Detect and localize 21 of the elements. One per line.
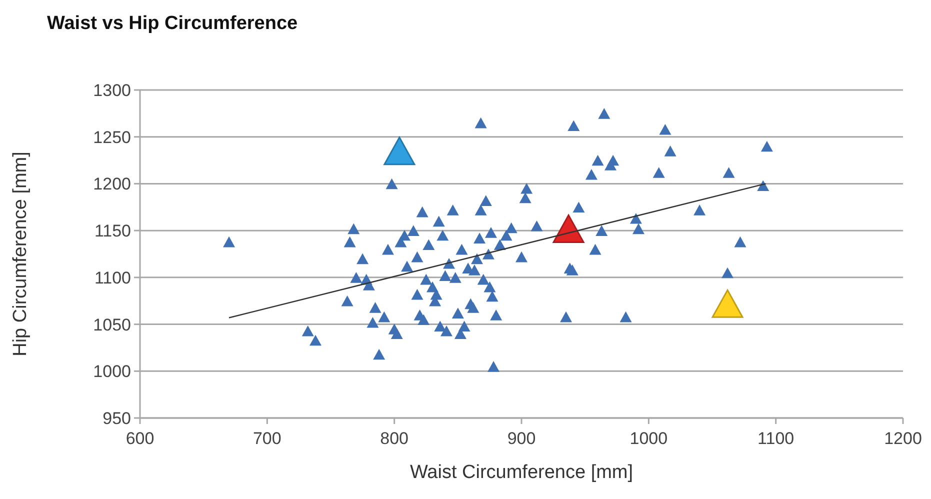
- y-tick-label: 1200: [93, 174, 131, 194]
- x-tick-label: 700: [252, 429, 282, 448]
- x-tick-label: 600: [126, 429, 154, 448]
- y-tick-label: 1050: [93, 315, 131, 334]
- chart-title: Waist vs Hip Circumference: [47, 13, 298, 34]
- point: [552, 214, 584, 243]
- y-tick-label: 1250: [93, 128, 131, 147]
- x-tick-label: 800: [380, 429, 409, 448]
- y-tick-label: 950: [102, 409, 131, 428]
- point: [712, 289, 744, 318]
- y-tick-label: 1150: [94, 222, 131, 241]
- x-tick-label: 1000: [630, 429, 668, 448]
- x-axis-title: Waist Circumference [mm]: [410, 462, 634, 483]
- x-tick-label: 1200: [884, 429, 922, 448]
- x-tick-label: 1100: [758, 429, 794, 448]
- point: [384, 136, 416, 166]
- y-tick-label: 1000: [93, 362, 131, 382]
- y-axis-title: Hip Circumference [mm]: [10, 152, 31, 356]
- y-tick-label: 1100: [94, 268, 131, 288]
- x-tick-label: 900: [507, 429, 536, 448]
- y-tick-label: 1300: [93, 81, 131, 100]
